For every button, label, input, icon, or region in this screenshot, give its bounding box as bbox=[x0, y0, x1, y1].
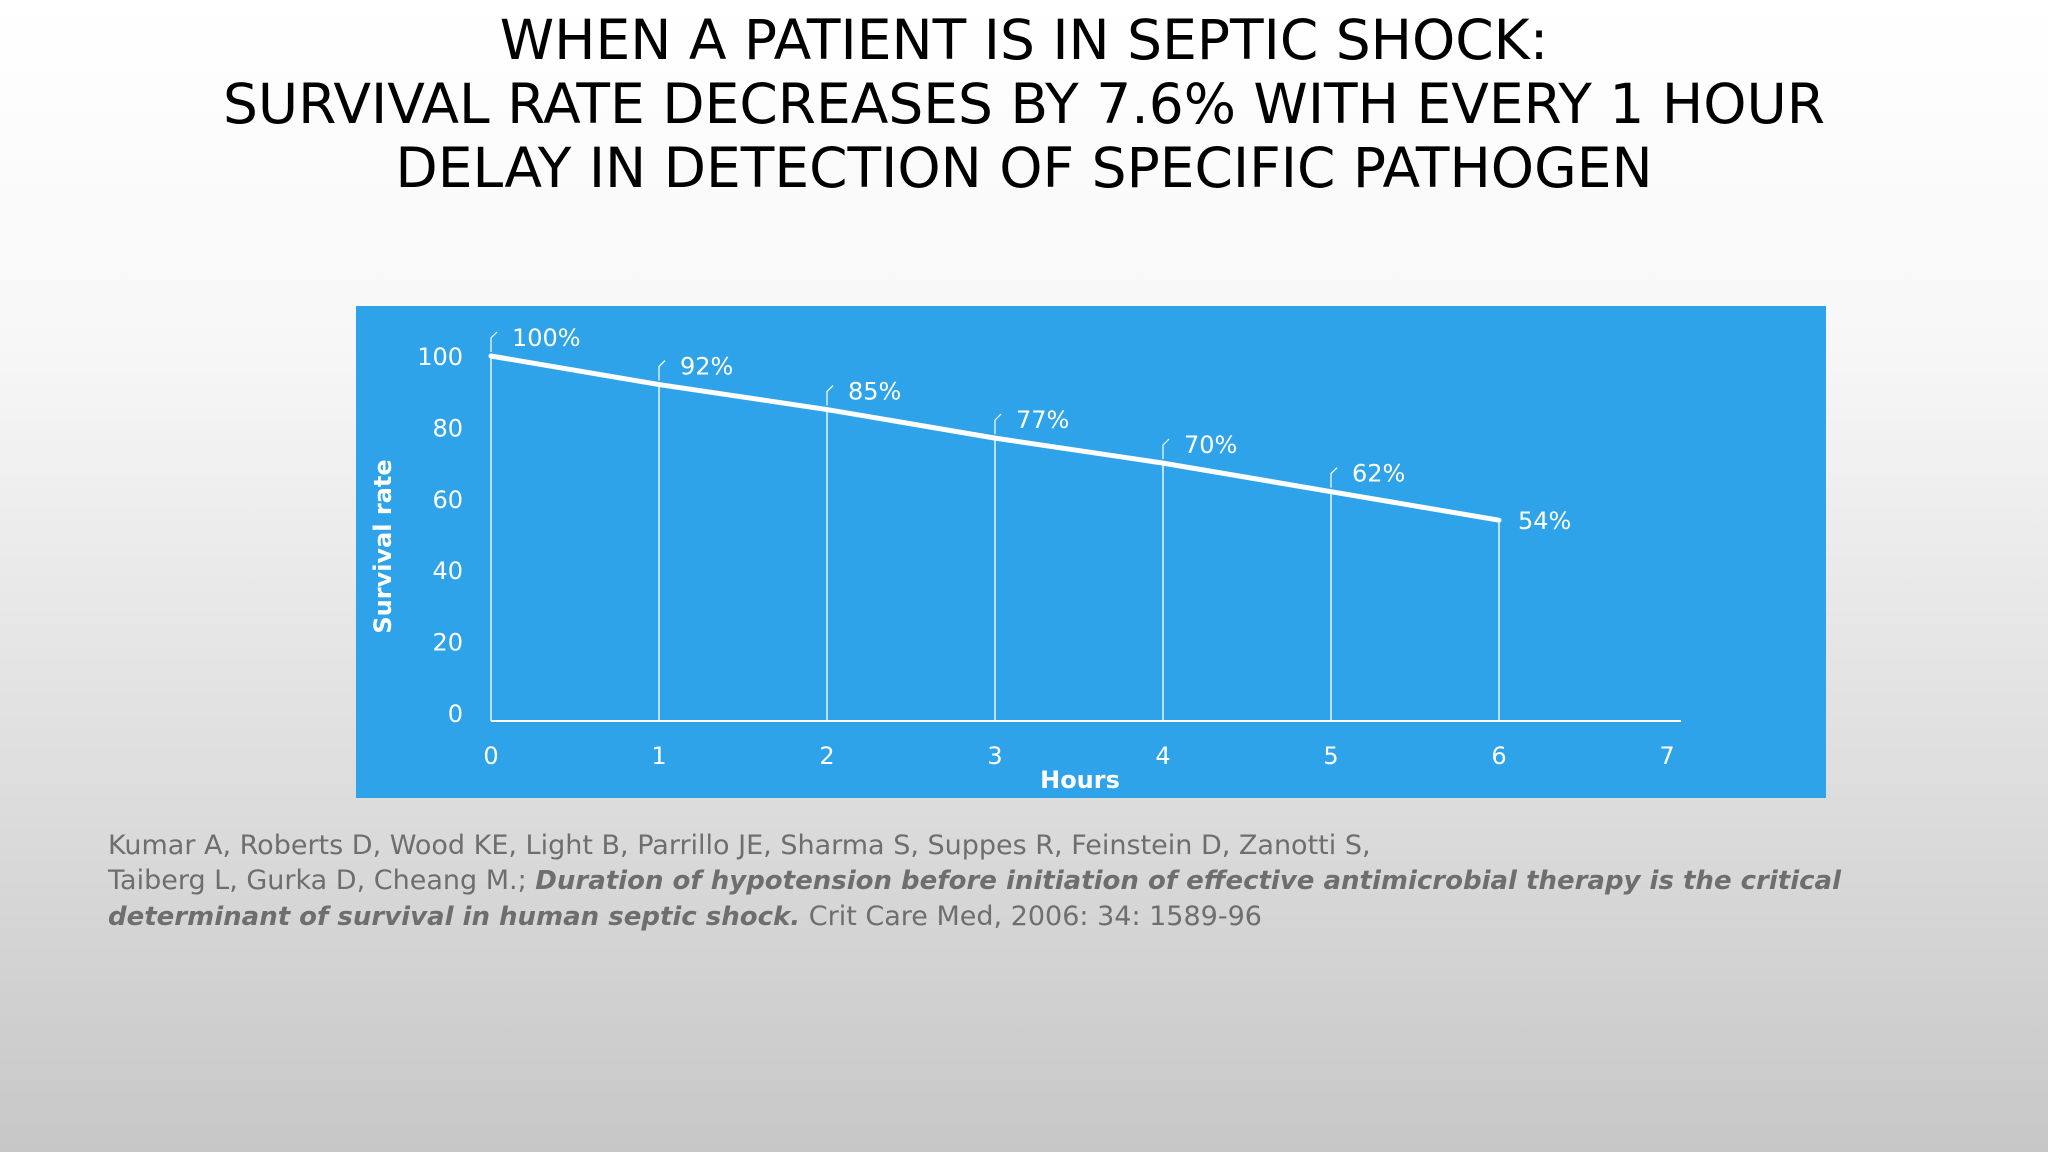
x-tick-label: 5 bbox=[1323, 742, 1338, 770]
citation-line3: determinant of survival in human septic … bbox=[108, 899, 1968, 935]
data-label-leader bbox=[658, 360, 666, 381]
citation-journal: Crit Care Med, 2006: 34: 1589-96 bbox=[800, 901, 1262, 932]
citation-authors-line1: Kumar A, Roberts D, Wood KE, Light B, Pa… bbox=[108, 830, 1371, 861]
title-line-2: SURVIVAL RATE DECREASES BY 7.6% WITH EVE… bbox=[223, 72, 1825, 136]
data-label: 70% bbox=[1184, 431, 1237, 459]
x-tick-label: 2 bbox=[819, 742, 834, 770]
citation-line2: Taiberg L, Gurka D, Cheang M.; Duration … bbox=[108, 863, 1968, 899]
y-tick-label: 20 bbox=[432, 629, 463, 657]
y-tick-label: 100 bbox=[417, 343, 463, 371]
data-label-leader bbox=[490, 331, 498, 352]
data-labels: 100% 92% 85% 77% 70% 62% 54% bbox=[490, 324, 1571, 535]
data-label: 77% bbox=[1016, 406, 1069, 434]
y-axis-ticks: 0 20 40 60 80 100 bbox=[417, 343, 463, 728]
x-axis-ticks: 0 1 2 3 4 5 6 7 bbox=[483, 742, 1674, 770]
data-label-leader bbox=[1162, 438, 1170, 460]
citation-authors-line2: Taiberg L, Gurka D, Cheang M.; bbox=[108, 865, 536, 896]
data-label: 62% bbox=[1352, 460, 1405, 488]
x-tick-label: 6 bbox=[1491, 742, 1506, 770]
slide-title: WHEN A PATIENT IS IN SEPTIC SHOCK: SURVI… bbox=[0, 8, 2048, 200]
y-tick-label: 80 bbox=[432, 414, 463, 442]
y-tick-label: 40 bbox=[432, 557, 463, 585]
title-line-1: WHEN A PATIENT IS IN SEPTIC SHOCK: bbox=[499, 8, 1549, 72]
citation: Kumar A, Roberts D, Wood KE, Light B, Pa… bbox=[108, 828, 1968, 935]
x-axis-title: Hours bbox=[1040, 766, 1120, 794]
y-axis-title: Survival rate bbox=[369, 459, 397, 633]
y-tick-label: 60 bbox=[432, 486, 463, 514]
x-tick-label: 4 bbox=[1155, 742, 1170, 770]
data-label: 54% bbox=[1518, 507, 1571, 535]
chart-panel: 0 20 40 60 80 100 0 1 2 3 4 5 6 7 100% 92% 85% 77% 70% 62… bbox=[356, 306, 1826, 798]
drop-lines bbox=[490, 356, 1500, 721]
x-tick-label: 7 bbox=[1659, 742, 1674, 770]
x-tick-label: 3 bbox=[987, 742, 1002, 770]
series-line bbox=[488, 353, 1502, 523]
data-label-leader bbox=[826, 385, 834, 406]
x-tick-label: 0 bbox=[483, 742, 498, 770]
survival-chart: 0 20 40 60 80 100 0 1 2 3 4 5 6 7 100% 92% 85% 77% 70% 62… bbox=[369, 324, 1681, 794]
data-label-leader bbox=[1330, 467, 1338, 488]
citation-paper-title-2: determinant of survival in human septic … bbox=[108, 902, 801, 932]
title-line-3: DELAY IN DETECTION OF SPECIFIC PATHOGEN bbox=[395, 136, 1653, 200]
data-label: 92% bbox=[680, 353, 733, 381]
y-tick-label: 0 bbox=[448, 700, 463, 728]
data-label-leader bbox=[994, 413, 1002, 435]
data-label: 100% bbox=[512, 324, 581, 352]
x-tick-label: 1 bbox=[651, 742, 666, 770]
data-label: 85% bbox=[848, 378, 901, 406]
citation-paper-title-1: Duration of hypotension before initiatio… bbox=[535, 866, 1841, 896]
